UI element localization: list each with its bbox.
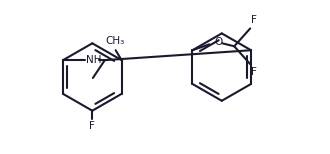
- Text: O: O: [214, 37, 223, 47]
- Text: F: F: [89, 121, 95, 131]
- Text: NH: NH: [86, 55, 101, 65]
- Text: F: F: [251, 15, 257, 25]
- Text: F: F: [251, 67, 257, 77]
- Text: CH₃: CH₃: [105, 36, 124, 46]
